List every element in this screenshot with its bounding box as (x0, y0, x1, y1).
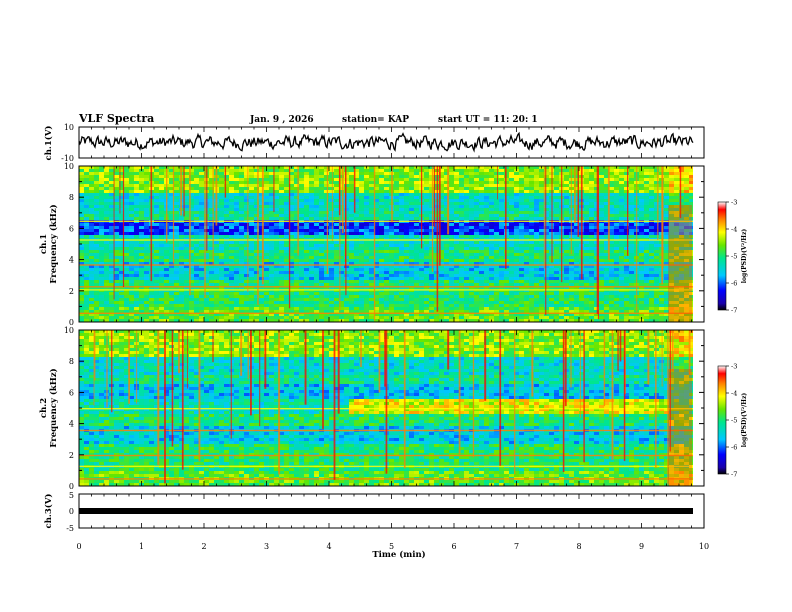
x-tick-label: 3 (264, 542, 269, 551)
x-tick-label: 9 (639, 542, 644, 551)
x-tick-label: 7 (514, 542, 519, 551)
colorbar-tick-label: -4 (731, 226, 737, 234)
colorbar-tick-label: -5 (731, 253, 737, 261)
spec-ytick-label: 0 (69, 318, 74, 327)
colorbar-tick-label: -3 (731, 199, 737, 207)
ch1-colorbar-label: log(PSD)(V²/Hz) (741, 229, 748, 284)
start-time-label: start UT = 11: 20: 1 (438, 115, 538, 125)
ch1-spectrogram-panel: 0 2 4 6 8 10 ch.1 Frequency (kHz) (39, 162, 705, 327)
figure-title: VLF Spectra (78, 112, 154, 125)
ch3-axis-label: ch.3(V) (43, 494, 54, 529)
ch3-tick-top: 5 (69, 491, 74, 500)
colorbar-tick-label: -5 (731, 417, 737, 425)
colorbar-tick-label: -7 (731, 471, 737, 479)
x-tick-label: 8 (576, 542, 581, 551)
ch1-tick-top: 10 (64, 123, 74, 132)
ch1-axis-label: ch.1(V) (43, 126, 54, 161)
spec-ytick-label: 8 (69, 357, 74, 366)
spec-ytick-label: 8 (69, 193, 74, 202)
x-tick-label: 1 (139, 542, 144, 551)
ch3-tick-mid: 0 (69, 507, 74, 516)
ch3-tick-bottom: -5 (66, 524, 74, 533)
ch3-waveform-panel: 5 0 -5 ch.3(V) (43, 491, 705, 533)
ch1-tick-bottom: -10 (61, 154, 74, 163)
x-tick-label: 5 (389, 542, 394, 551)
ch1-spec-axis-label-2: Frequency (kHz) (48, 204, 59, 283)
x-axis-ticks (78, 127, 705, 528)
x-tick-label: 6 (451, 542, 456, 551)
date-label: Jan. 9 , 2026 (249, 115, 314, 125)
x-tick-label: 0 (76, 542, 81, 551)
colorbar-tick-label: -7 (731, 307, 737, 315)
ch2-spectrogram-image (79, 330, 705, 487)
x-tick-label: 4 (326, 542, 331, 551)
x-axis-label: Time (min) (372, 549, 425, 560)
ch2-spec-axis-label-2: Frequency (kHz) (48, 368, 59, 447)
station-label: station= KAP (342, 115, 409, 125)
ch3-waveform-trace (79, 508, 693, 514)
x-tick-label: 10 (699, 542, 709, 551)
ch1-spectrogram-image (79, 166, 705, 323)
spec-ytick-label: 4 (69, 420, 74, 429)
ch2-colorbar-label: log(PSD)(V²/Hz) (741, 393, 748, 448)
ch1-colorbar-gradient (717, 201, 727, 311)
x-axis-tick-labels: 0 1 2 3 4 5 6 7 8 9 10 (76, 542, 709, 551)
spec-ytick-label: 4 (69, 256, 74, 265)
spec-ytick-label: 6 (69, 224, 74, 233)
spec-ytick-label: 0 (69, 482, 74, 491)
ch1-spec-axis-label-1: ch.1 (39, 234, 49, 254)
ch1-colorbar: -3 -4 -5 -6 -7 log(PSD)(V²/Hz) (717, 199, 748, 315)
ch1-waveform-panel: 10 -10 ch.1(V) (43, 123, 705, 163)
ch2-colorbar-gradient (717, 365, 727, 475)
colorbar-tick-label: -3 (731, 363, 737, 371)
spec-ytick-label: 2 (69, 287, 74, 296)
colorbar-tick-label: -4 (731, 390, 737, 398)
x-tick-label: 2 (201, 542, 206, 551)
ch1-waveform-trace (78, 131, 694, 153)
ch2-spec-axis-label-1: ch.2 (39, 398, 49, 418)
colorbar-tick-label: -6 (731, 280, 737, 288)
spec-ytick-label: 6 (69, 388, 74, 397)
spec-ytick-label: 10 (64, 326, 74, 335)
spec-ytick-label: 10 (64, 162, 74, 171)
ch2-colorbar: -3 -4 -5 -6 -7 log(PSD)(V²/Hz) (717, 363, 748, 479)
colorbar-tick-label: -6 (731, 444, 737, 452)
ch2-spectrogram-panel: 0 2 4 6 8 10 ch.2 Frequency (kHz) (39, 326, 705, 491)
spec-ytick-label: 2 (69, 451, 74, 460)
